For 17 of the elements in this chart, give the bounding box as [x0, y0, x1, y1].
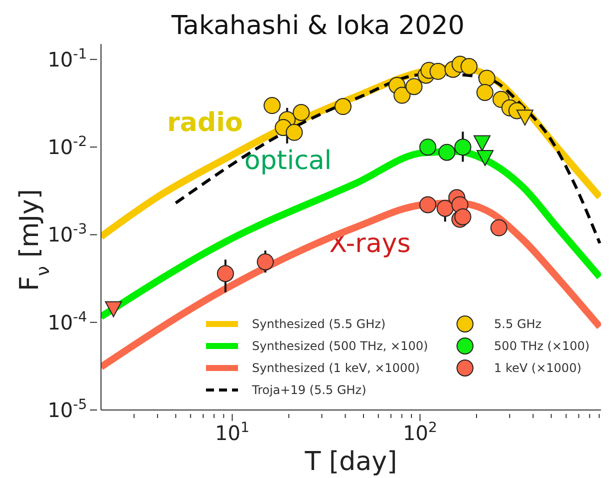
legend-label: 5.5 GHz: [494, 317, 542, 331]
legend-label: Synthesized (500 THz, ×100): [252, 339, 428, 353]
x-axis-title: T [day]: [304, 447, 398, 477]
x-tick-label: 10$^{2}$: [402, 420, 438, 445]
legend-label: Synthesized (1 keV, ×1000): [252, 361, 420, 375]
legend-label: Troja+19 (5.5 GHz): [252, 383, 366, 397]
legend-label: 500 THz (×100): [494, 339, 590, 353]
x-tick-label: 10$^{1}$: [215, 420, 250, 445]
legend-label: 1 keV (×1000): [494, 361, 582, 375]
legend-label: Synthesized (5.5 GHz): [252, 317, 386, 331]
y-tick-label: 10$^{-1}$: [48, 46, 87, 72]
annotation: optical: [244, 146, 332, 176]
y-tick-label: 10$^{-2}$: [48, 134, 87, 160]
y-tick-label: 10$^{-4}$: [48, 309, 88, 334]
chart-title: Takahashi & Ioka 2020: [170, 11, 465, 41]
annotation: radio: [167, 108, 243, 138]
y-tick-label: 10$^{-5}$: [48, 397, 87, 422]
